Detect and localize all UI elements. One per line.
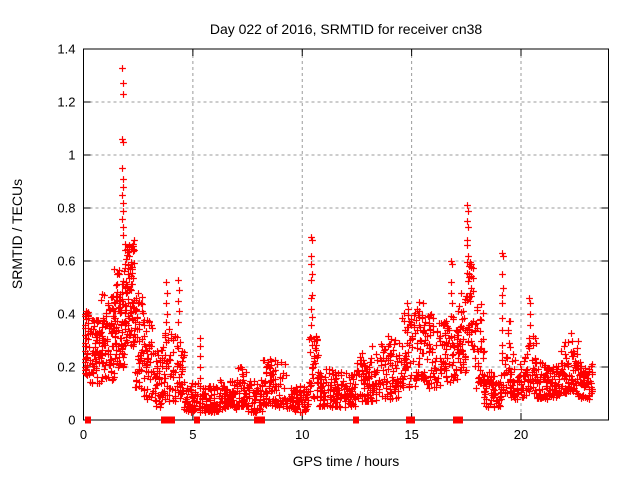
x-tick-label: 0 <box>80 427 87 442</box>
y-tick-label: 0 <box>68 413 75 428</box>
y-tick-label: 0.2 <box>57 360 75 375</box>
x-tick-label: 5 <box>189 427 196 442</box>
y-tick-label: 1.2 <box>57 95 75 110</box>
x-tick-label: 20 <box>514 427 528 442</box>
plot-border <box>83 48 609 421</box>
scatter-points <box>82 65 596 416</box>
chart-title: Day 022 of 2016, SRMTID for receiver cn3… <box>210 21 483 37</box>
points-layer <box>82 65 596 424</box>
y-tick-label: 1 <box>68 148 75 163</box>
tick-label-layer: 0 5 10 15 20 0 0.2 0.4 0.6 0.8 1 1.2 1.4 <box>57 42 528 443</box>
x-tick-label: 15 <box>404 427 418 442</box>
x-tick-label: 10 <box>295 427 309 442</box>
y-tick-label: 0.8 <box>57 201 75 216</box>
y-tick-label: 1.4 <box>57 42 75 57</box>
y-tick-label: 0.6 <box>57 254 75 269</box>
x-axis-label: GPS time / hours <box>293 453 400 469</box>
y-tick-label: 0.4 <box>57 307 75 322</box>
y-axis-label: SRMTID / TECUs <box>9 179 25 289</box>
